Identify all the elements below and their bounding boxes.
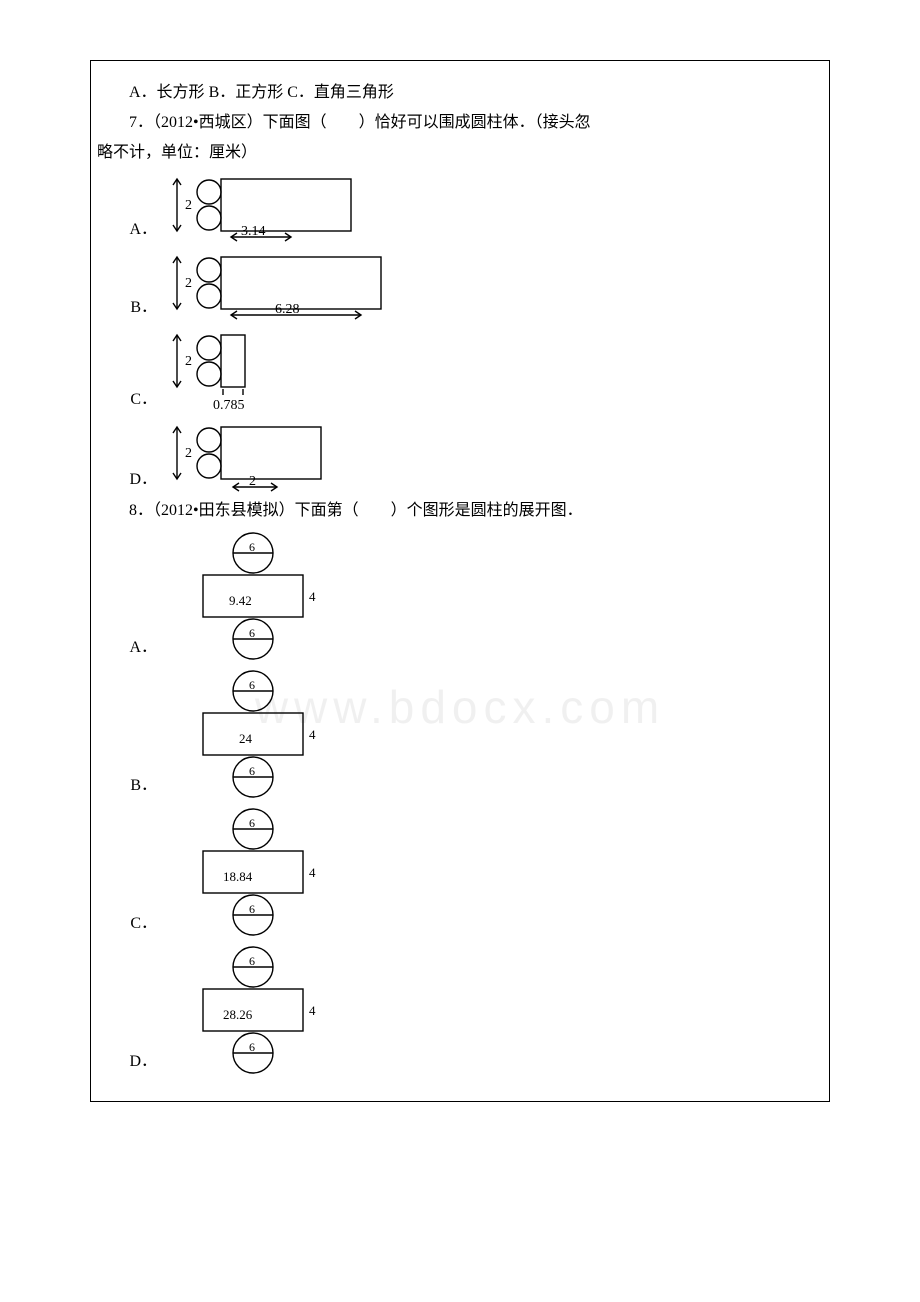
svg-text:2: 2: [185, 198, 192, 213]
svg-text:6.28: 6.28: [275, 302, 300, 317]
svg-text:6: 6: [249, 902, 255, 916]
svg-text:4: 4: [309, 1003, 316, 1018]
q8-option-d-figure: 6 28.26 4 6: [171, 943, 351, 1075]
q8-option-c-letter: C．: [97, 914, 171, 937]
svg-text:28.26: 28.26: [223, 1007, 253, 1022]
q8-option-b-letter: B．: [97, 776, 171, 799]
q7-option-b-letter: B．: [97, 298, 171, 321]
q6-option-a: A．长方形: [129, 84, 205, 101]
q7-option-a-letter: A．: [97, 220, 171, 243]
q8-option-a-letter: A．: [97, 638, 171, 661]
q6-option-c: C．直角三角形: [287, 84, 394, 101]
svg-text:24: 24: [239, 731, 253, 746]
q7-option-d-row: D． 2 2: [97, 419, 823, 493]
q8-option-b-figure: 6 24 4 6: [171, 667, 351, 799]
svg-text:2: 2: [185, 354, 192, 369]
q6-option-b: B．正方形: [209, 84, 284, 101]
svg-text:9.42: 9.42: [229, 593, 252, 608]
q8-option-a-figure: 6 9.42 4 6: [171, 529, 351, 661]
q8-option-d-letter: D．: [97, 1052, 171, 1075]
q8-option-a-row: A． 6 9.42 4 6: [97, 529, 823, 661]
svg-text:0.785: 0.785: [213, 398, 245, 413]
q6-options: A．长方形 B．正方形 C．直角三角形: [97, 81, 823, 105]
q7-option-c-figure: 2 0.785: [171, 327, 311, 413]
q8-option-b-row: B． 6 24 4 6: [97, 667, 823, 799]
svg-text:6: 6: [249, 1040, 255, 1054]
q8-option-d-row: D． 6 28.26 4 6: [97, 943, 823, 1075]
svg-text:4: 4: [309, 589, 316, 604]
svg-text:6: 6: [249, 764, 255, 778]
q7-option-c-letter: C．: [97, 390, 171, 413]
svg-text:4: 4: [309, 727, 316, 742]
q7-option-b-figure: 2 6.28: [171, 249, 401, 321]
svg-text:3.14: 3.14: [241, 224, 266, 239]
q8-text: 8．（2012•田东县模拟）下面第（ ）个图形是圆柱的展开图．: [97, 499, 823, 523]
q7-text-line2: 略不计，单位：厘米）: [97, 141, 823, 165]
svg-text:6: 6: [249, 626, 255, 640]
svg-text:18.84: 18.84: [223, 869, 253, 884]
q7-option-c-row: C． 2 0.785: [97, 327, 823, 413]
svg-text:2: 2: [249, 474, 256, 489]
svg-text:6: 6: [249, 678, 255, 692]
svg-text:2: 2: [185, 446, 192, 461]
q7-option-a-figure: 2 3.14: [171, 171, 371, 243]
q7-option-d-letter: D．: [97, 470, 171, 493]
content-box: A．长方形 B．正方形 C．直角三角形 7．（2012•西城区）下面图（ ）恰好…: [90, 60, 830, 1102]
q7-text-line1: 7．（2012•西城区）下面图（ ）恰好可以围成圆柱体．（接头忽: [97, 111, 823, 135]
q7-option-a-row: A． 2 3.14: [97, 171, 823, 243]
svg-text:4: 4: [309, 865, 316, 880]
q7-option-d-figure: 2 2: [171, 419, 351, 493]
svg-text:6: 6: [249, 954, 255, 968]
q8-option-c-figure: 6 18.84 4 6: [171, 805, 351, 937]
svg-text:2: 2: [185, 276, 192, 291]
svg-text:6: 6: [249, 540, 255, 554]
q8-option-c-row: C． 6 18.84 4 6: [97, 805, 823, 937]
q7-option-b-row: B． 2 6.28: [97, 249, 823, 321]
svg-text:6: 6: [249, 816, 255, 830]
